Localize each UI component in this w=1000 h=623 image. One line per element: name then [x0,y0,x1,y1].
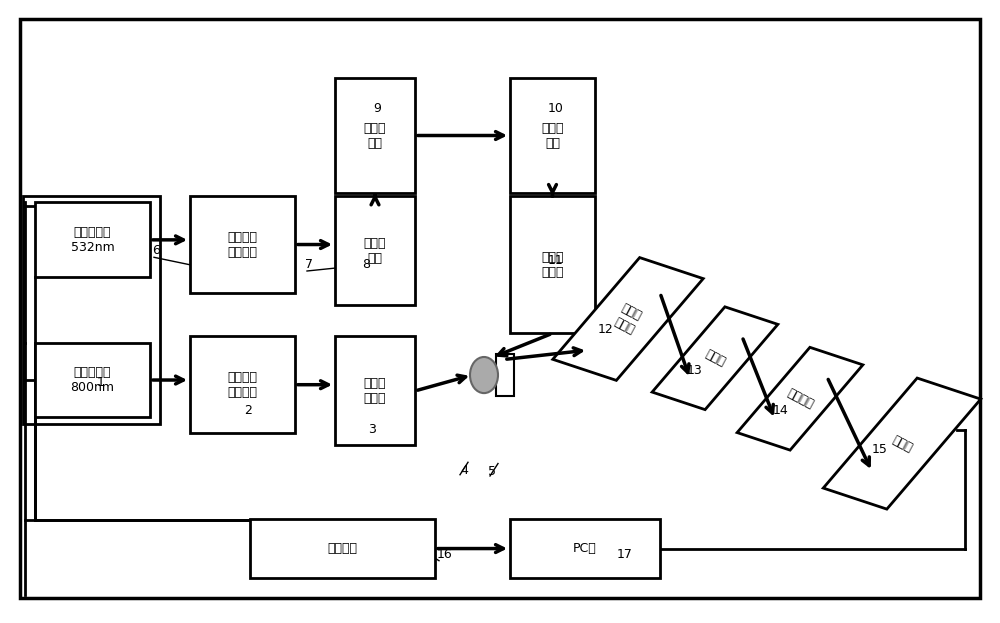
Bar [510,519,660,578]
Text: 第一聚
焦透镜: 第一聚 焦透镜 [364,377,386,405]
Text: 衰减片: 衰减片 [703,348,727,369]
Bar [35,202,150,277]
Text: 13: 13 [687,364,703,377]
Bar [250,519,435,578]
Text: 第一能量
衰减系统: 第一能量 衰减系统 [228,371,258,399]
Text: 第二聚
焦透镜: 第二聚 焦透镜 [541,251,564,278]
Text: 1: 1 [97,376,105,389]
Text: 14: 14 [773,404,789,417]
Bar [335,336,415,445]
Text: 10: 10 [548,102,564,115]
Text: 纳秒激光器
532nm: 纳秒激光器 532nm [71,226,114,254]
Text: 延时系统: 延时系统 [328,542,358,555]
Bar [496,354,514,396]
Text: 8: 8 [362,258,370,271]
Bar [510,196,595,333]
Text: 12: 12 [598,323,614,336]
Text: 第二全
反镜: 第二全 反镜 [364,121,386,150]
Bar [23,196,160,424]
Text: 第二能量
衰减系统: 第二能量 衰减系统 [228,231,258,259]
Text: 第三全
反镜: 第三全 反镜 [541,121,564,150]
Text: 16: 16 [437,548,453,561]
Text: 第一全
反镜: 第一全 反镜 [364,237,386,265]
Polygon shape [652,307,778,410]
Polygon shape [553,257,703,381]
Bar [35,343,150,417]
Text: 7: 7 [305,258,313,271]
Text: PC端: PC端 [573,542,597,555]
Text: 第三聚
焦透镜: 第三聚 焦透镜 [612,302,644,336]
Bar [510,78,595,193]
Ellipse shape [470,357,498,393]
Text: 9: 9 [373,102,381,115]
Text: 5: 5 [488,465,496,478]
Text: 飞秒激光器
800nm: 飞秒激光器 800nm [70,366,114,394]
Text: 光纤探头: 光纤探头 [785,386,815,411]
Bar [335,196,415,305]
Bar [190,336,295,433]
Text: 11: 11 [548,254,564,267]
Text: 15: 15 [872,443,888,456]
Bar [190,196,295,293]
Text: 2: 2 [244,404,252,417]
Text: 17: 17 [617,548,633,561]
Polygon shape [823,378,981,509]
Polygon shape [737,347,863,450]
Text: 光谱仪: 光谱仪 [890,433,914,454]
Bar [335,78,415,193]
Text: 6: 6 [152,244,160,257]
Text: 3: 3 [368,423,376,436]
Text: 4: 4 [460,464,468,477]
